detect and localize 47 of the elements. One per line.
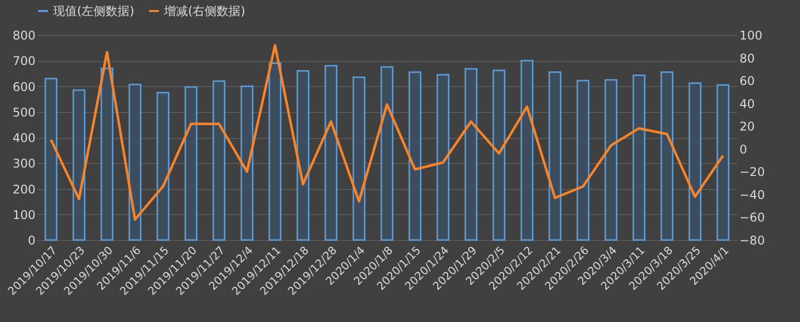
bar [604, 79, 618, 241]
y2-tick-label: 80 [740, 51, 755, 66]
bar [128, 84, 142, 241]
bar [492, 70, 506, 241]
bar [72, 89, 86, 241]
bar [240, 86, 254, 241]
bar [632, 74, 646, 241]
bar [156, 92, 170, 241]
y-tick-label: 200 [12, 182, 36, 196]
y-tick-label: 700 [12, 54, 36, 68]
bar [352, 76, 366, 241]
bar [268, 62, 282, 241]
bar [324, 65, 338, 241]
line-series [50, 44, 724, 221]
y-tick-label: 400 [12, 131, 36, 145]
y2-tick-label: 100 [740, 28, 762, 42]
bar [464, 68, 478, 241]
bar [688, 82, 702, 241]
y2-tick-label: 20 [740, 120, 755, 134]
y2-tick-label: 40 [740, 96, 755, 111]
y2-tick-label: 60 [740, 74, 755, 88]
legend-label: 增减(右侧数据) [163, 4, 246, 18]
y-tick-label: 300 [12, 156, 36, 171]
y-tick-label: 100 [12, 208, 36, 222]
y-tick-label: 600 [12, 80, 36, 94]
y2-tick-label: −60 [740, 210, 765, 225]
bar [296, 70, 310, 241]
bar [212, 80, 226, 241]
bar [100, 68, 114, 241]
y2-tick-label: 0 [740, 142, 748, 156]
bar [576, 80, 590, 241]
bar [44, 78, 58, 241]
y2-tick-label: −80 [740, 234, 765, 248]
bar [660, 71, 674, 241]
legend-label: 现值(左侧数据) [53, 4, 134, 18]
bar [380, 66, 394, 241]
bar [408, 71, 422, 241]
bar [716, 84, 730, 241]
bar [184, 86, 198, 241]
bar [520, 60, 534, 241]
y2-tick-label: −20 [740, 165, 765, 180]
bar [436, 74, 450, 241]
bar [548, 71, 562, 241]
y-tick-label: 0 [28, 234, 36, 248]
y-tick-label: 800 [12, 28, 36, 42]
y2-tick-label: −40 [740, 188, 765, 202]
y-tick-label: 500 [12, 105, 36, 120]
